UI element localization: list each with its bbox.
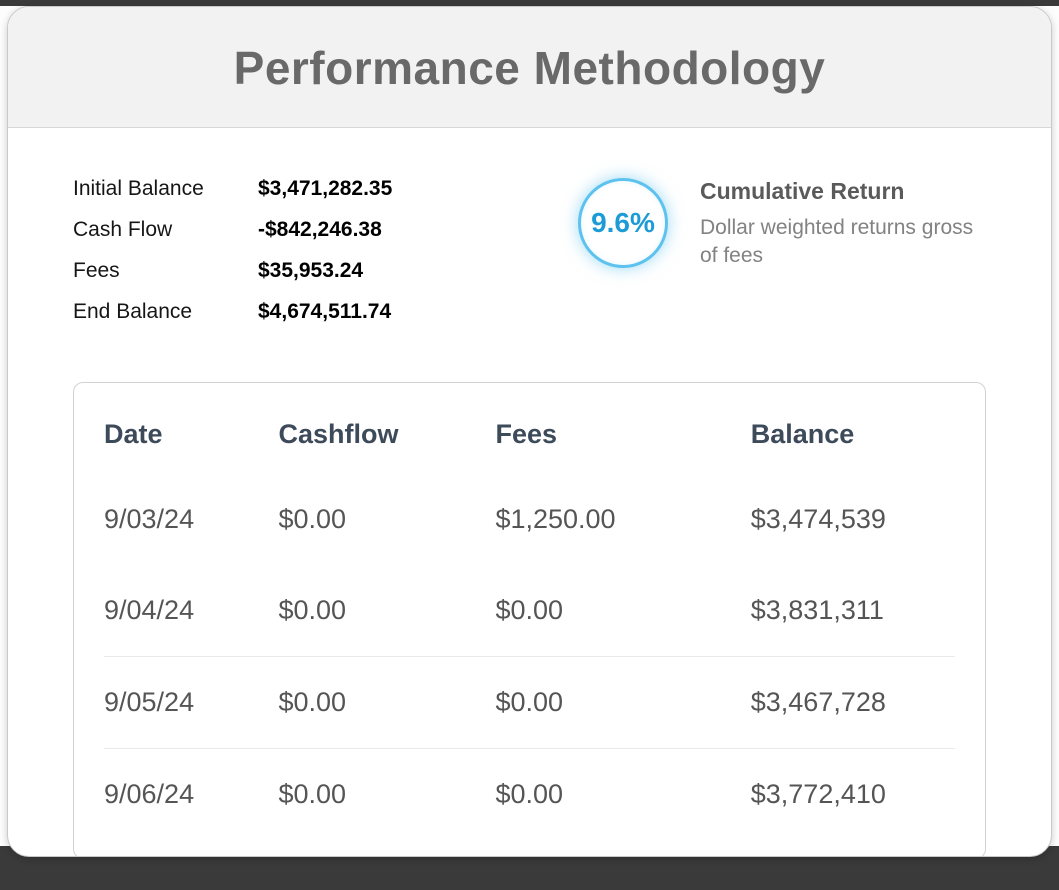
cell-cashflow: $0.00 xyxy=(278,748,496,840)
summary-label-cash-flow: Cash Flow xyxy=(73,218,173,241)
summary-label-fees: Fees xyxy=(73,259,120,282)
daily-balance-table: Date Cashflow Fees Balance 9/03/24 $0.00… xyxy=(104,397,955,840)
cell-fees: $0.00 xyxy=(495,656,751,749)
table-header-row: Date Cashflow Fees Balance xyxy=(104,397,955,474)
cell-date: 9/03/24 xyxy=(104,504,195,534)
return-percentage-badge: 9.6% xyxy=(578,178,668,268)
cell-date: 9/06/24 xyxy=(104,748,279,840)
cell-cashflow: $0.00 xyxy=(278,504,347,534)
summary-value-cash-flow: -$842,246.38 xyxy=(258,218,382,241)
summary-value-end-balance: $4,674,511.74 xyxy=(258,300,392,323)
page-title: Performance Methodology xyxy=(233,42,826,94)
summary-section: Initial Balance $3,471,282.35 Cash Flow … xyxy=(73,174,986,326)
cumulative-return-description: Dollar weighted returns gross of fees xyxy=(700,216,974,268)
table-row: 9/06/24 $0.00 $0.00 $3,772,410 xyxy=(104,748,955,840)
summary-label-end-balance: End Balance xyxy=(73,300,193,323)
cell-balance: $3,831,311 xyxy=(750,595,884,625)
cumulative-return-title: Cumulative Return xyxy=(700,178,905,204)
balance-summary: Initial Balance $3,471,282.35 Cash Flow … xyxy=(73,174,578,326)
cell-fees: $0.00 xyxy=(495,595,564,625)
column-header-date: Date xyxy=(104,419,163,449)
table-row: 9/04/24 $0.00 $0.00 $3,831,311 xyxy=(104,565,955,657)
summary-label-initial-balance: Initial Balance xyxy=(73,177,204,200)
cell-date: 9/04/24 xyxy=(104,595,195,625)
column-header-balance: Balance xyxy=(750,419,855,449)
card-header: Performance Methodology xyxy=(8,7,1051,128)
summary-value-initial-balance: $3,471,282.35 xyxy=(258,177,393,200)
cell-cashflow: $0.00 xyxy=(278,595,347,625)
table-row: 9/05/24 $0.00 $0.00 $3,467,728 xyxy=(104,656,955,749)
cell-balance: $3,772,410 xyxy=(750,748,955,840)
cumulative-return-text: Cumulative Return Dollar weighted return… xyxy=(700,178,990,271)
cell-fees: $1,250.00 xyxy=(495,504,616,534)
column-header-fees: Fees xyxy=(495,419,557,449)
cell-balance: $3,474,539 xyxy=(750,504,886,534)
cell-cashflow: $0.00 xyxy=(278,656,496,749)
cumulative-return-block: 9.6% Cumulative Return Dollar weighted r… xyxy=(578,174,990,271)
daily-balance-table-card: Date Cashflow Fees Balance 9/03/24 $0.00… xyxy=(73,382,986,856)
card-body: Initial Balance $3,471,282.35 Cash Flow … xyxy=(8,128,1051,856)
performance-methodology-card: Performance Methodology Initial Balance … xyxy=(7,6,1052,857)
cell-balance: $3,467,728 xyxy=(750,656,955,749)
cell-fees: $0.00 xyxy=(495,748,751,840)
cell-date: 9/05/24 xyxy=(104,656,279,749)
table-row: 9/03/24 $0.00 $1,250.00 $3,474,539 xyxy=(104,474,955,565)
column-header-cashflow: Cashflow xyxy=(278,419,399,449)
return-percentage-value: 9.6% xyxy=(591,207,655,238)
summary-value-fees: $35,953.24 xyxy=(258,259,364,282)
